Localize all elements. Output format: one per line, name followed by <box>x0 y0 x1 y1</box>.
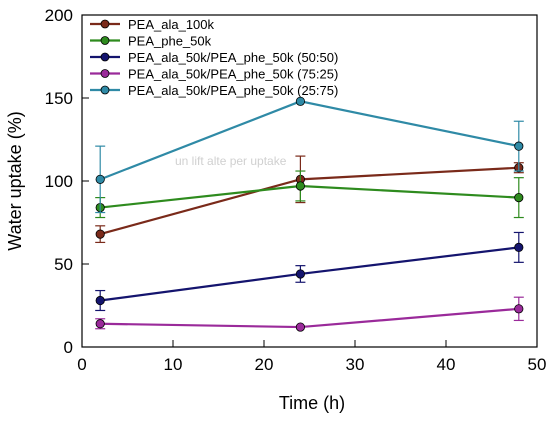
legend-item-3: PEA_ala_50k/PEA_phe_50k (50:50) <box>90 50 338 65</box>
data-point <box>514 304 524 314</box>
y-tick-label: 0 <box>64 338 73 357</box>
y-axis-title: Water uptake (%) <box>5 111 25 250</box>
series-line <box>100 307 519 329</box>
legend-marker <box>100 52 110 62</box>
data-point <box>295 96 305 106</box>
series-1 <box>95 155 524 244</box>
x-axis-title: Time (h) <box>279 393 345 413</box>
series-5 <box>95 96 524 214</box>
legend-label: PEA_ala_50k/PEA_phe_50k (50:50) <box>128 50 338 65</box>
legend-marker <box>100 19 110 29</box>
data-point <box>95 174 105 184</box>
x-tick-label: 0 <box>77 355 86 374</box>
faint-overlay-text: un lift alte per uptake <box>175 154 287 168</box>
legend-marker <box>100 85 110 95</box>
legend-item-2: PEA_phe_50k <box>90 34 212 49</box>
legend-label: PEA_ala_100k <box>128 17 215 32</box>
y-tick-label: 50 <box>54 255 73 274</box>
legend-marker <box>100 36 110 45</box>
legend-label: PEA_ala_50k/PEA_phe_50k (25:75) <box>128 83 338 98</box>
data-point <box>514 242 524 252</box>
x-tick-label: 50 <box>528 355 547 374</box>
data-point <box>514 193 524 203</box>
legend-item-1: PEA_ala_100k <box>90 17 215 32</box>
x-tick-label: 40 <box>437 355 456 374</box>
series-3 <box>95 231 524 312</box>
legend-item-4: PEA_ala_50k/PEA_phe_50k (75:25) <box>90 67 338 82</box>
series-line <box>99 100 520 181</box>
data-point <box>295 269 305 279</box>
legend-label: PEA_ala_50k/PEA_phe_50k (75:25) <box>128 67 338 82</box>
data-point <box>95 295 105 306</box>
data-point <box>514 141 524 151</box>
y-tick-label: 150 <box>45 89 73 108</box>
series-4 <box>95 296 524 332</box>
series-2 <box>95 170 524 219</box>
data-point <box>295 181 305 191</box>
series-line <box>100 184 519 209</box>
y-tick-label: 100 <box>45 172 73 191</box>
x-tick-label: 20 <box>255 355 274 374</box>
data-point <box>95 319 105 329</box>
x-tick-label: 30 <box>346 355 365 374</box>
data-point <box>95 229 105 239</box>
y-tick-label: 200 <box>45 6 73 25</box>
x-tick-label: 10 <box>164 355 183 374</box>
legend-label: PEA_phe_50k <box>128 34 212 49</box>
data-point <box>295 322 305 332</box>
legend-item-5: PEA_ala_50k/PEA_phe_50k (25:75) <box>90 83 338 98</box>
series-line <box>100 246 519 302</box>
legend-marker <box>100 69 110 78</box>
